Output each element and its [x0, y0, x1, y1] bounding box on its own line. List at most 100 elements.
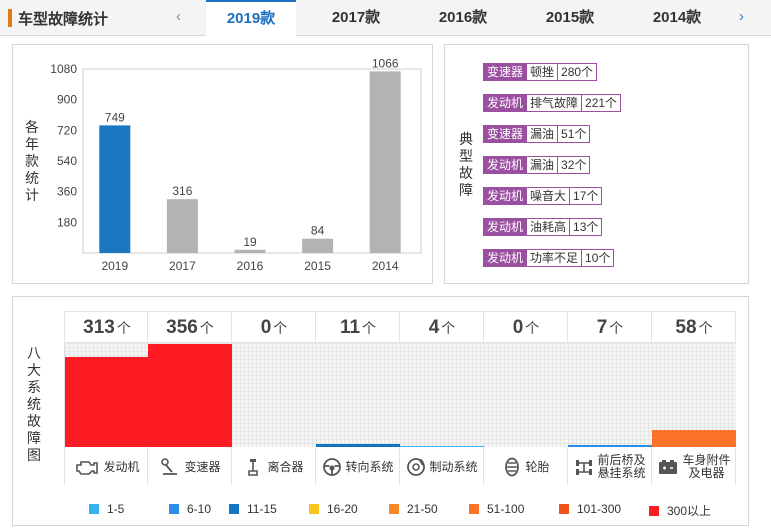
system-column-body-electrics: 58 个 车身附件 及电器 [652, 311, 736, 485]
bar-value-label: 19 [243, 235, 257, 249]
system-name-line: 悬挂系统 [597, 466, 646, 480]
legend-label: 1-5 [107, 502, 125, 516]
system-count: 11 个 [316, 311, 400, 343]
page-title-text: 车型故障统计 [18, 10, 109, 28]
next-tabs-arrow[interactable]: › [739, 8, 744, 25]
x-category-label: 2014 [372, 259, 399, 273]
axle-suspension-icon [576, 460, 593, 475]
system-count-unit: 个 [441, 320, 456, 336]
system-bar-area [652, 343, 736, 447]
clutch-pedal-icon [248, 459, 259, 476]
fault-system-tag: 变速器 [483, 125, 528, 143]
system-column-steering: 11 个 转向系统 [316, 311, 400, 485]
system-count-unit: 个 [362, 320, 377, 336]
system-count-unit: 个 [116, 320, 131, 336]
prev-tabs-arrow[interactable]: ‹ [176, 8, 181, 25]
system-count-number: 7 [596, 317, 608, 338]
legend-swatch [559, 504, 569, 514]
fault-type: 排气故障 [527, 94, 583, 112]
tab-2015[interactable]: 2015款 [545, 9, 595, 26]
tab-2016[interactable]: 2016款 [438, 9, 488, 26]
systems-title-char: 故 [27, 413, 41, 429]
system-count: 313 个 [65, 311, 149, 343]
system-label-steering: 转向系统 [316, 449, 400, 485]
system-name: 轮胎 [525, 459, 550, 474]
system-column-engine: 313 个 发动机 [64, 311, 149, 485]
bar-2016 [234, 249, 266, 253]
fault-type: 顿挫 [527, 63, 559, 81]
systems-title-char: 大 [27, 362, 41, 378]
system-bar-area [65, 343, 149, 447]
fault-type: 油耗高 [527, 218, 571, 236]
system-count-number: 4 [428, 317, 440, 338]
system-label-clutch: 离合器 [232, 449, 316, 485]
yearly-stats-panel: 各 年 款 统 计 180 360 540 720 900 1080 749 2019 316 2… [12, 44, 433, 284]
fault-count: 10个 [582, 249, 615, 267]
bar-2017 [166, 199, 198, 253]
faults-title-char: 典 [459, 131, 473, 147]
fault-system-tag: 发动机 [483, 187, 528, 205]
system-label-suspension: 前后桥及 悬挂系统 [568, 449, 652, 485]
fault-count: 221个 [582, 94, 622, 112]
system-bar-area [568, 343, 652, 447]
legend-swatch [229, 504, 239, 514]
fault-count: 32个 [558, 156, 591, 174]
tire-icon [505, 457, 520, 477]
tab-2019[interactable]: 2019款 [206, 0, 296, 37]
fault-type: 漏油 [527, 156, 559, 174]
fault-item: 变速器 顿挫 280个 [483, 63, 598, 81]
fault-count: 51个 [558, 125, 591, 143]
fault-system-tag: 变速器 [483, 63, 528, 81]
legend-swatch [469, 504, 479, 514]
system-bar-fill [316, 444, 400, 447]
tab-2017[interactable]: 2017款 [331, 9, 381, 26]
y-tick-label: 900 [57, 93, 77, 107]
system-count-number: 11 [339, 317, 361, 338]
fault-system-tag: 发动机 [483, 94, 528, 112]
system-name: 前后桥及 悬挂系统 [597, 454, 645, 480]
system-count: 58 个 [652, 311, 736, 343]
system-name: 变速器 [184, 459, 221, 474]
system-name-line: 车身附件 [682, 453, 731, 467]
top-tab-bar: 车型故障统计 ‹ 2019款 2017款 2016款 2015款 2014款 › [0, 0, 771, 37]
systems-title-char: 图 [27, 447, 41, 463]
system-bar-area [148, 343, 232, 447]
tab-2014[interactable]: 2014款 [652, 9, 702, 26]
bar-2015 [302, 238, 334, 253]
system-label-body-electrics: 车身附件 及电器 [652, 449, 736, 485]
x-category-label: 2019 [101, 259, 128, 273]
bar-value-label: 1066 [372, 56, 399, 70]
steering-wheel-icon [323, 458, 342, 476]
legend-label: 21-50 [407, 502, 438, 516]
system-column-transmission: 356 个 变速器 [148, 311, 232, 485]
legend-item: 16-20 [309, 502, 358, 516]
system-count-unit: 个 [609, 320, 624, 336]
legend-swatch [309, 504, 319, 514]
legend-label: 101-300 [577, 502, 622, 516]
faults-title-char: 型 [459, 148, 473, 164]
system-count-number: 313 [83, 317, 115, 338]
system-count-number: 58 [675, 317, 697, 338]
body-electrics-icon [659, 460, 678, 474]
systems-title: 八 大 系 统 故 障 图 [25, 345, 43, 464]
x-category-label: 2016 [237, 259, 264, 273]
system-bar-fill [652, 430, 736, 447]
system-bar-area [484, 343, 568, 447]
systems-title-char: 统 [27, 396, 41, 412]
chart-y-title-char: 年 [25, 136, 39, 152]
system-name-line: 及电器 [688, 466, 725, 480]
legend-item: 51-100 [469, 502, 524, 516]
system-bar-fill [65, 357, 149, 447]
system-count-unit: 个 [698, 320, 713, 336]
legend-swatch [389, 504, 399, 514]
bar-2019 [99, 125, 131, 253]
system-label-brakes: 制动系统 [400, 449, 484, 485]
page-title: 车型故障统计 [8, 8, 108, 28]
bar-value-label: 749 [105, 110, 125, 124]
systems-title-char: 系 [27, 379, 41, 395]
